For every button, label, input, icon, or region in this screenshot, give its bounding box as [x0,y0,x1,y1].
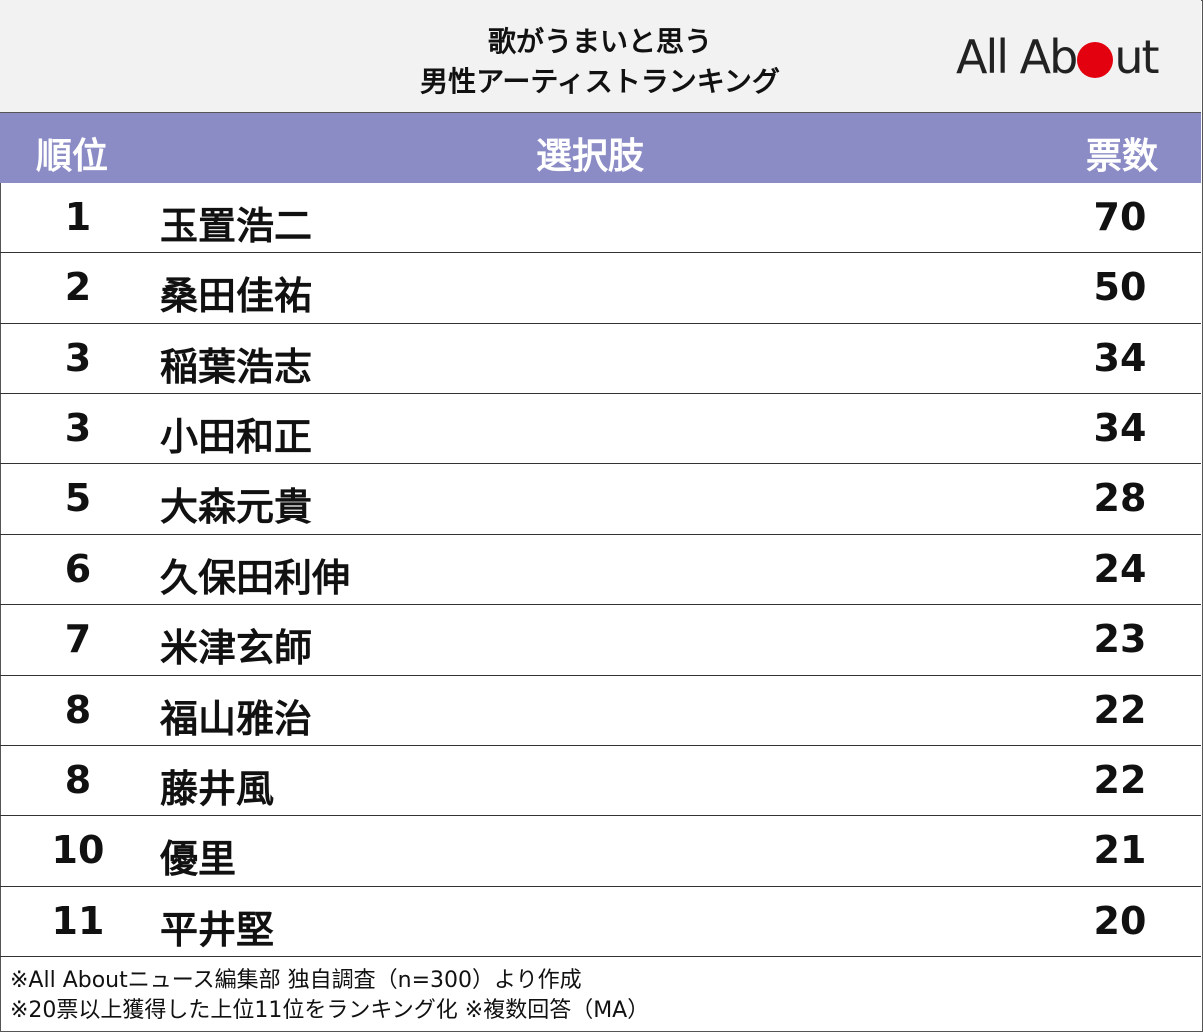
artist-name: 平井堅 [160,907,275,952]
votes: 28 [1093,476,1147,521]
column-header: 選択肢 [536,136,645,177]
table-header: 順位 選択肢 票数 [0,113,1201,183]
votes: 24 [1093,546,1147,591]
table-row: 11 平井堅 20 [0,887,1201,957]
table-row: 6 久保田利伸 24 [0,535,1201,606]
column-header: 票数 [1086,136,1159,177]
votes: 70 [1093,195,1147,239]
artist-name: 福山雅治 [160,696,313,741]
title: 男性アーティストランキング [420,65,780,98]
table-row: 5 大森元貴 28 [0,464,1201,535]
footnote: ※20票以上獲得した上位11位をランキング化 ※複数回答（MA） [10,998,650,1023]
logo-text: All Ab [956,30,1078,84]
rank: 10 [51,828,105,873]
votes: 20 [1093,898,1147,943]
header: 歌がうまいと思う 男性アーティストランキング All Ab ut [0,0,1201,113]
rank: 8 [64,757,92,802]
votes: 22 [1093,687,1147,732]
rank: 2 [64,265,92,310]
logo: All Ab ut [956,30,1160,84]
rank: 3 [64,335,92,380]
artist-name: 玉置浩二 [160,204,313,248]
votes: 22 [1093,757,1147,802]
table-row: 3 稲葉浩志 34 [0,324,1201,395]
artist-name: 稲葉浩志 [160,344,313,389]
votes: 34 [1093,335,1147,380]
logo-dot [1077,42,1114,78]
artist-name: 桑田佳祐 [160,274,313,319]
rank: 5 [64,476,92,521]
artist-name: 米津玄師 [160,626,313,671]
rank: 8 [64,687,92,732]
artist-name: 藤井風 [160,766,275,811]
votes: 23 [1093,617,1147,662]
logo-text: ut [1114,30,1159,84]
artist-name: 優里 [160,837,237,882]
rank: 11 [51,898,105,943]
artist-name: 小田和正 [160,415,313,460]
votes: 50 [1093,265,1147,310]
table-row: 2 桑田佳祐 50 [0,253,1201,324]
footnote: ※All Aboutニュース編集部 独自調査（n=300）より作成 [10,968,582,993]
rank: 7 [64,617,92,662]
title: 歌がうまいと思う [487,25,712,58]
column-header: 順位 [36,136,109,177]
table-row: 3 小田和正 34 [0,394,1201,465]
rank: 1 [64,195,92,239]
table-row: 8 藤井風 22 [0,746,1201,817]
rank: 6 [64,546,92,591]
votes: 34 [1093,406,1147,451]
table-row: 10 優里 21 [0,816,1201,887]
artist-name: 久保田利伸 [160,555,351,600]
table-row: 7 米津玄師 23 [0,605,1201,676]
table-row: 1 玉置浩二 70 [0,183,1201,254]
artist-name: 大森元貴 [160,485,313,530]
table-row: 8 福山雅治 22 [0,676,1201,746]
votes: 21 [1093,828,1147,873]
rank: 3 [64,406,92,451]
